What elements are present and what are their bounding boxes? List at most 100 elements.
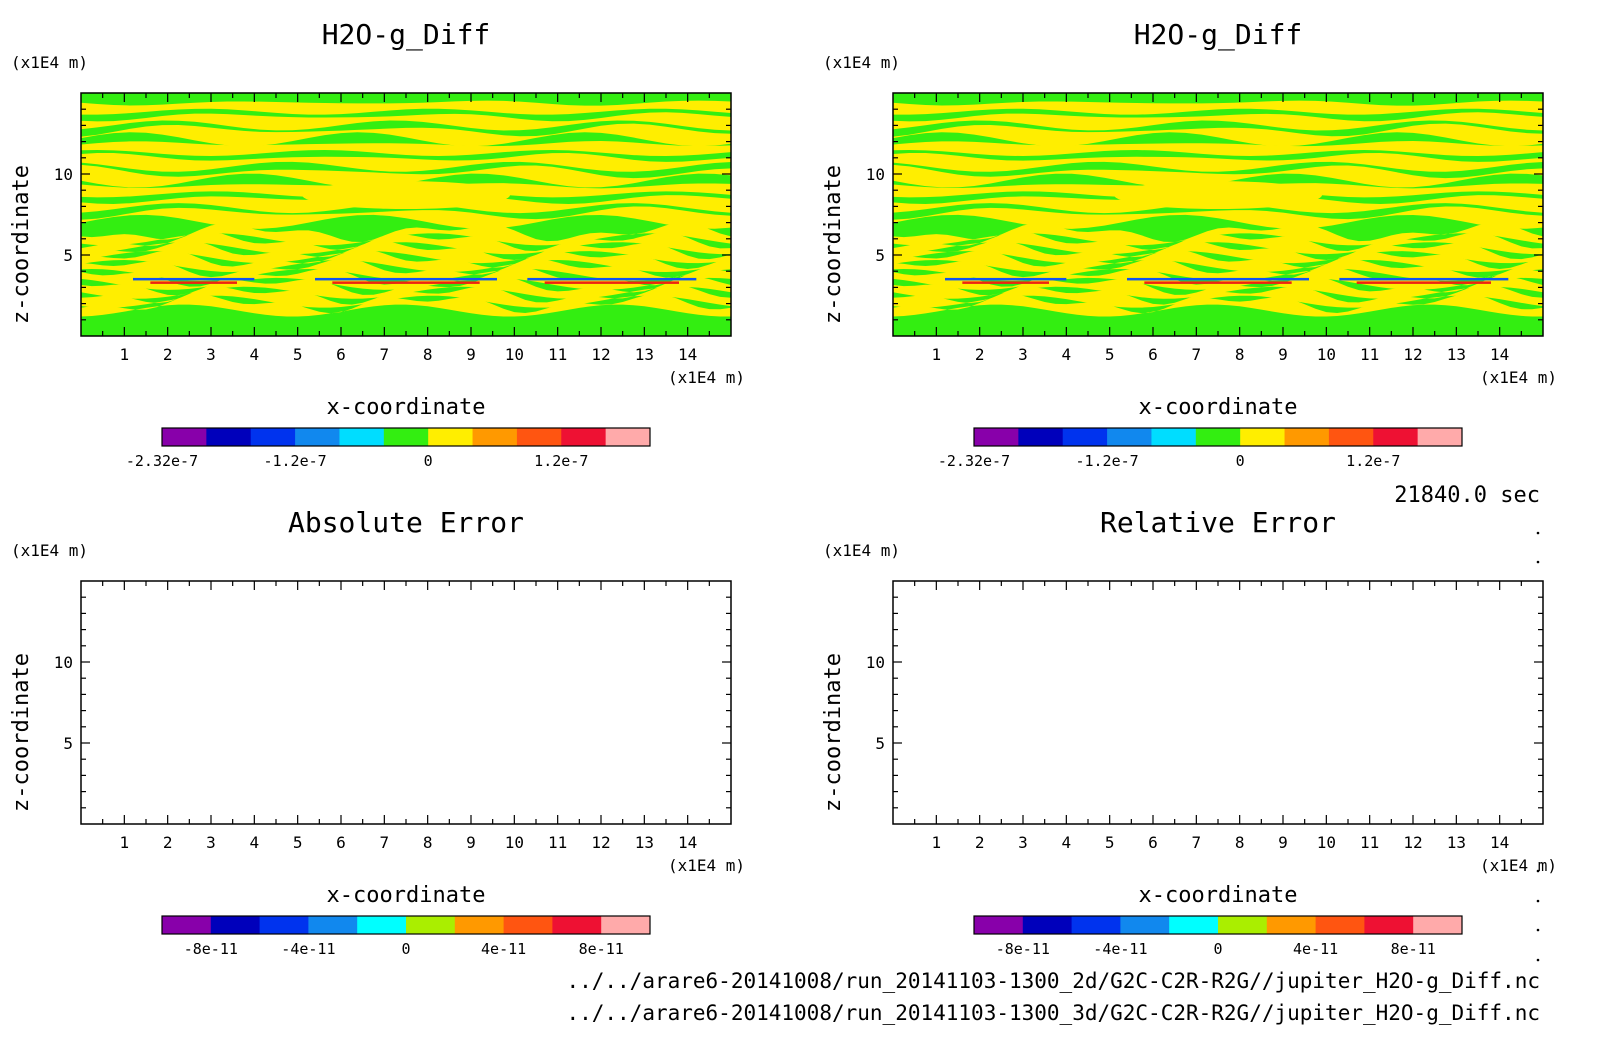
contour-band [893,112,1543,131]
y-axis-label: z-coordinate [9,165,34,324]
x-tick-label: 5 [293,833,303,852]
file-path-2: ../../arare6-20141008/run_20141103-1300_… [566,1001,1540,1025]
colorbar-swatch [1018,428,1064,446]
x-tick-label: 4 [1062,833,1072,852]
y-unit-label: (x1E4 m) [823,53,900,72]
colorbar-label: -4e-11 [281,940,335,958]
y-ticks [81,108,731,321]
colorbar: -8e-11 -4e-11 0 4e-11 8e-11 [973,915,1463,958]
x-tick-label: 10 [505,833,524,852]
x-tick-label: 8 [423,345,433,364]
contour-band [893,123,1543,147]
x-tick-label: 11 [548,833,567,852]
x-tick-label: 9 [466,833,476,852]
x-tick-label: 14 [678,345,697,364]
right-edge-dots [1536,531,1540,962]
colorbar-swatch [1151,428,1197,446]
x-tick-label: 1 [932,345,942,364]
contour-filament-blue [945,277,1067,281]
contour-swirl [81,276,731,299]
x-tick-label: 12 [1403,833,1422,852]
file-path-1: ../../arare6-20141008/run_20141103-1300_… [566,969,1540,993]
contour-swirl [893,249,1543,273]
contour-swirl [893,222,1543,246]
plot-frame [80,580,732,825]
colorbar-swatch [210,916,261,934]
x-tick-label: 6 [1148,833,1158,852]
contour-filament-red [962,281,1049,284]
y-tick-label: 10 [54,165,73,184]
colorbar-swatch [605,428,651,446]
x-tick-label: 6 [336,345,346,364]
y-ticks [893,596,1543,809]
colorbar-swatch [561,428,607,446]
x-tick-label: 12 [591,833,610,852]
colorbar-swatch [308,916,358,934]
colorbar-swatch [1373,428,1419,446]
colorbar-label: 0 [424,452,433,470]
x-tick-label: 8 [1235,345,1245,364]
colorbar-swatch [1315,916,1365,934]
contour-filament-red [1144,281,1292,284]
colorbar-label: 1.2e-7 [534,452,588,470]
colorbar: -2.32e-7 -1.2e-7 0 1.2e-7 [126,427,651,470]
x-tick-label: 3 [206,833,216,852]
colorbar-swatch [1328,428,1374,446]
x-axis-label: x-coordinate [327,883,486,908]
contour-filament-red [332,281,480,284]
x-tick-label: 10 [1317,833,1336,852]
contour-filament-blue [315,277,497,281]
x-tick-label: 12 [591,345,610,364]
colorbar-label: -8e-11 [184,940,238,958]
x-tick-label: 4 [1062,345,1072,364]
contour-band [893,141,1543,157]
x-tick-label: 8 [423,833,433,852]
x-tick-label: 13 [1447,345,1466,364]
colorbar-label: -4e-11 [1093,940,1147,958]
x-axis-label: x-coordinate [327,395,486,420]
x-tick-label: 11 [548,345,567,364]
y-tick-label: 10 [866,653,885,672]
x-tick-label: 6 [1148,345,1158,364]
panel-3: Absolute Error (x1E4 m) (x1E4 m) x-coordina… [9,506,745,958]
colorbar-swatch [974,916,1024,934]
panel-title: Absolute Error [288,506,524,539]
colorbar-swatch [1284,428,1330,446]
contour-filament-red [150,281,237,284]
colorbar-swatch [357,916,407,934]
x-unit-label: (x1E4 m) [1480,856,1557,875]
colorbar-swatch [1413,916,1463,934]
colorbar-label: 1.2e-7 [1346,452,1400,470]
y-axis-label: z-coordinate [821,165,846,324]
contour-lens [302,181,510,210]
colorbar-label: 8e-11 [579,940,624,958]
plot-frame [892,580,1544,825]
colorbar-swatch [1364,916,1414,934]
contour-band [81,195,731,214]
contour-swirl [893,240,1543,264]
y-axis-label: z-coordinate [821,653,846,812]
contour-swirl [893,231,1543,255]
x-tick-label: 4 [250,833,260,852]
contour-swirl [81,231,731,255]
x-tick-label: 14 [1490,833,1509,852]
y-unit-label: (x1E4 m) [11,53,88,72]
x-tick-label: 5 [293,345,303,364]
x-axis-label: x-coordinate [1139,395,1298,420]
x-tick-label: 12 [1403,345,1422,364]
contour-band [81,152,731,172]
contour-swirl [893,293,1543,317]
x-tick-label: 7 [380,345,390,364]
contour-swirl [81,240,731,264]
y-ticks [81,596,731,809]
x-axis-label: x-coordinate [1139,883,1298,908]
panel-1: H2O-g_Diff (x1E4 m) (x1E4 m) x-coordinate z-… [9,18,745,470]
x-tick-label: 14 [1490,345,1509,364]
colorbar-frame [161,427,651,447]
colorbar-swatch [1195,428,1241,446]
x-tick-label: 6 [336,833,346,852]
colorbar-swatch [1107,428,1152,446]
y-tick-label: 5 [63,734,73,753]
colorbar-label: 4e-11 [481,940,526,958]
